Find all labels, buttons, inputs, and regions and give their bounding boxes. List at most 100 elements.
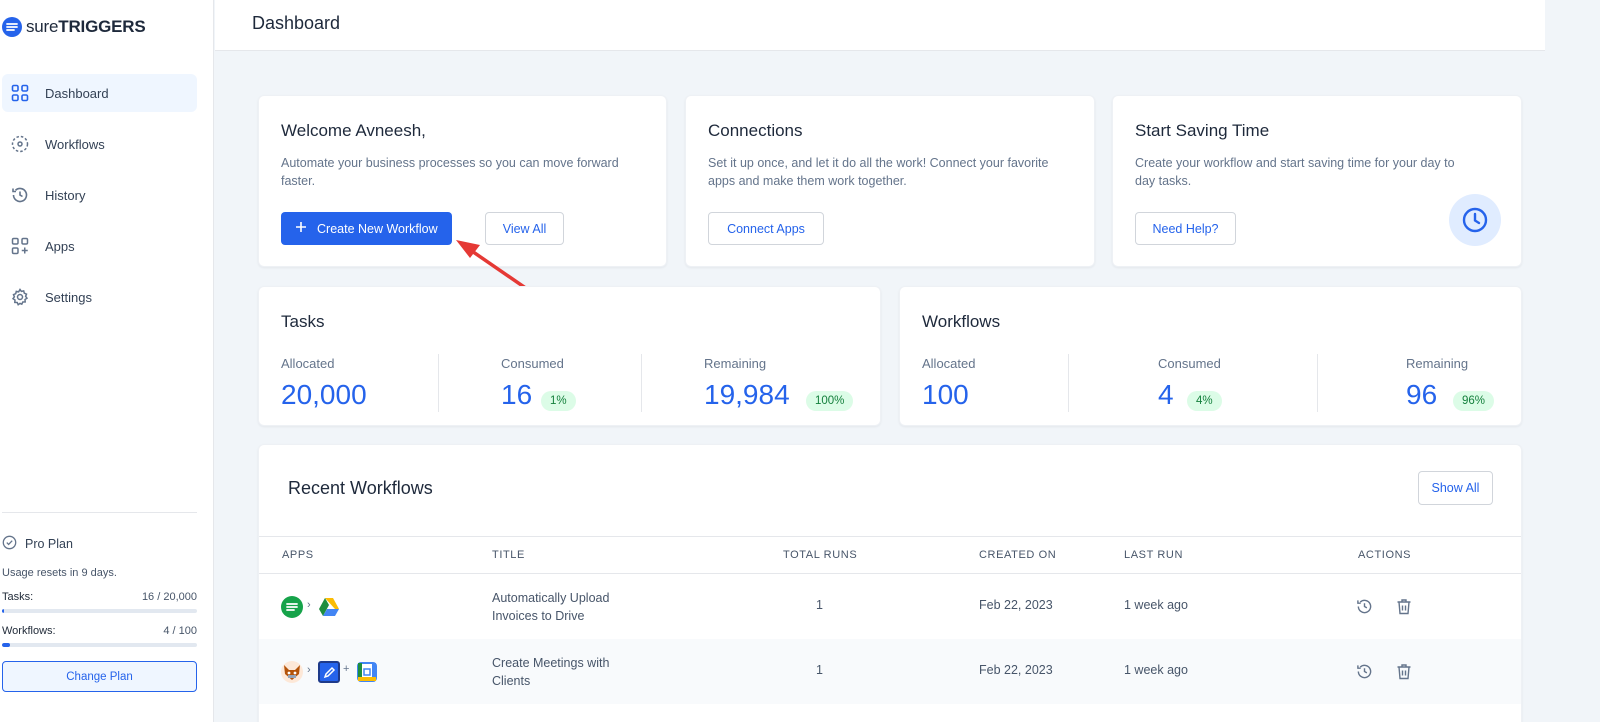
plan-name: Pro Plan bbox=[25, 537, 73, 551]
sidebar-item-apps[interactable]: Apps bbox=[2, 227, 197, 265]
tasks-allocated-value: 20,000 bbox=[281, 379, 367, 410]
logo-text: sureTRIGGERS bbox=[26, 17, 146, 36]
recent-workflows-card: Recent Workflows Show All APPS TITLE TOT… bbox=[258, 444, 1522, 722]
workflows-consumed-value: 4 bbox=[1158, 379, 1174, 410]
fox-app-icon bbox=[281, 661, 303, 683]
show-all-button[interactable]: Show All bbox=[1418, 471, 1493, 505]
workflow-icon bbox=[10, 135, 29, 154]
connections-text: Set it up once, and let it do all the wo… bbox=[708, 156, 1049, 188]
tasks-remaining-percent-badge: 100% bbox=[806, 391, 854, 411]
connect-apps-button[interactable]: Connect Apps bbox=[708, 212, 824, 245]
connections-card: Connections Set it up once, and let it d… bbox=[685, 95, 1095, 267]
check-circle-icon bbox=[2, 535, 17, 553]
tasks-consumed-percent-badge: 1% bbox=[541, 391, 576, 411]
workflows-remaining-percent-badge: 96% bbox=[1453, 391, 1495, 411]
plus-icon: + bbox=[343, 663, 350, 675]
saving-title: Start Saving Time bbox=[1135, 121, 1270, 140]
divider bbox=[1068, 354, 1069, 412]
plan-title: Pro Plan bbox=[2, 535, 197, 553]
tasks-title: Tasks bbox=[281, 312, 325, 331]
table-row[interactable]: › + Create Meetings with Clients 1 Feb 22… bbox=[259, 639, 1521, 704]
divider bbox=[1317, 354, 1318, 412]
workflows-stats-title: Workflows bbox=[922, 312, 1001, 331]
workflow-title[interactable]: Automatically Upload Invoices to Drive bbox=[492, 591, 610, 623]
tasks-consumed-value: 16 bbox=[501, 379, 533, 410]
workflows-usage-value: 4 / 100 bbox=[163, 625, 197, 637]
workflows-consumed-percent-badge: 4% bbox=[1187, 391, 1222, 411]
clock-icon bbox=[1449, 194, 1501, 246]
sidebar-item-settings[interactable]: Settings bbox=[2, 278, 197, 316]
connections-title: Connections bbox=[708, 121, 803, 140]
history-icon[interactable] bbox=[1355, 597, 1373, 615]
apps-icon bbox=[10, 237, 29, 256]
page-title: Dashboard bbox=[252, 13, 341, 33]
column-header-title: TITLE bbox=[492, 549, 525, 561]
workflows-usage-label: Workflows: bbox=[2, 625, 56, 637]
suretriggers-logo[interactable]: sureTRIGGERS bbox=[2, 17, 146, 37]
tasks-usage-bar-fill bbox=[2, 609, 4, 613]
history-icon[interactable] bbox=[1355, 662, 1373, 680]
table-row[interactable]: › Automatically Upload Invoices to Drive … bbox=[259, 574, 1521, 639]
saving-text: Create your workflow and start saving ti… bbox=[1135, 156, 1455, 188]
column-header-last-run: LAST RUN bbox=[1124, 549, 1183, 561]
sidebar: sureTRIGGERS Dashboard Workflows History… bbox=[0, 0, 214, 722]
column-header-apps: APPS bbox=[282, 549, 314, 561]
sidebar-item-dashboard[interactable]: Dashboard bbox=[2, 74, 197, 112]
need-help-button[interactable]: Need Help? bbox=[1135, 212, 1236, 245]
welcome-title: Welcome Avneesh, bbox=[281, 121, 426, 140]
view-all-button[interactable]: View All bbox=[485, 212, 564, 245]
sidebar-item-label: Dashboard bbox=[45, 85, 109, 101]
workflows-consumed-label: Consumed bbox=[1158, 356, 1221, 371]
workflow-title[interactable]: Create Meetings with Clients bbox=[492, 656, 610, 688]
create-new-workflow-button[interactable]: Create New Workflow bbox=[281, 212, 452, 245]
trash-icon[interactable] bbox=[1395, 662, 1413, 680]
tasks-allocated-label: Allocated bbox=[281, 356, 335, 371]
workflows-usage-row: Workflows: 4 / 100 bbox=[2, 625, 197, 637]
last-run: 1 week ago bbox=[1124, 598, 1188, 612]
google-calendar-icon bbox=[356, 661, 378, 683]
column-header-actions: ACTIONS bbox=[1358, 549, 1412, 561]
workflows-allocated-label: Allocated bbox=[922, 356, 976, 371]
saving-time-card: Start Saving Time Create your workflow a… bbox=[1112, 95, 1522, 267]
column-header-total-runs: TOTAL RUNS bbox=[783, 549, 858, 561]
sidebar-item-label: Settings bbox=[45, 289, 92, 305]
create-new-workflow-label: Create New Workflow bbox=[317, 221, 438, 236]
created-on: Feb 22, 2023 bbox=[979, 663, 1053, 677]
plan-panel: Pro Plan Usage resets in 9 days. Tasks: … bbox=[2, 512, 197, 692]
total-runs: 1 bbox=[816, 598, 823, 612]
tasks-remaining-value: 19,984 bbox=[704, 379, 790, 410]
grid-icon bbox=[10, 84, 29, 103]
tasks-usage-bar bbox=[2, 609, 197, 613]
recent-workflows-title: Recent Workflows bbox=[288, 478, 433, 498]
divider bbox=[641, 354, 642, 412]
usage-reset-note: Usage resets in 9 days. bbox=[2, 567, 117, 579]
gear-icon bbox=[10, 288, 29, 307]
chevron-right-icon: › bbox=[307, 664, 311, 676]
workflows-usage-bar bbox=[2, 643, 197, 647]
sidebar-item-label: Workflows bbox=[45, 136, 105, 152]
change-plan-button[interactable]: Change Plan bbox=[2, 661, 197, 692]
workflows-usage-bar-fill bbox=[2, 643, 10, 647]
created-on: Feb 22, 2023 bbox=[979, 598, 1053, 612]
welcome-text: Automate your business processes so you … bbox=[281, 156, 619, 188]
sidebar-nav: Dashboard Workflows History Apps Setting… bbox=[2, 74, 197, 329]
plus-icon bbox=[295, 221, 307, 236]
form-edit-icon bbox=[318, 661, 340, 683]
last-run: 1 week ago bbox=[1124, 663, 1188, 677]
workflows-allocated-value: 100 bbox=[922, 379, 969, 410]
sidebar-item-history[interactable]: History bbox=[2, 176, 197, 214]
sidebar-item-label: Apps bbox=[45, 238, 75, 254]
total-runs: 1 bbox=[816, 663, 823, 677]
table-header: APPS TITLE TOTAL RUNS CREATED ON LAST RU… bbox=[259, 536, 1521, 574]
tasks-usage-row: Tasks: 16 / 20,000 bbox=[2, 591, 197, 603]
sidebar-item-label: History bbox=[45, 187, 86, 203]
tasks-usage-label: Tasks: bbox=[2, 591, 34, 603]
tasks-usage-value: 16 / 20,000 bbox=[141, 591, 197, 603]
google-drive-icon bbox=[318, 596, 340, 618]
top-header: Dashboard bbox=[215, 0, 1545, 51]
sidebar-item-workflows[interactable]: Workflows bbox=[2, 125, 197, 163]
tasks-consumed-label: Consumed bbox=[501, 356, 564, 371]
divider bbox=[2, 512, 197, 513]
trash-icon[interactable] bbox=[1395, 597, 1413, 615]
logo-icon bbox=[2, 17, 22, 37]
